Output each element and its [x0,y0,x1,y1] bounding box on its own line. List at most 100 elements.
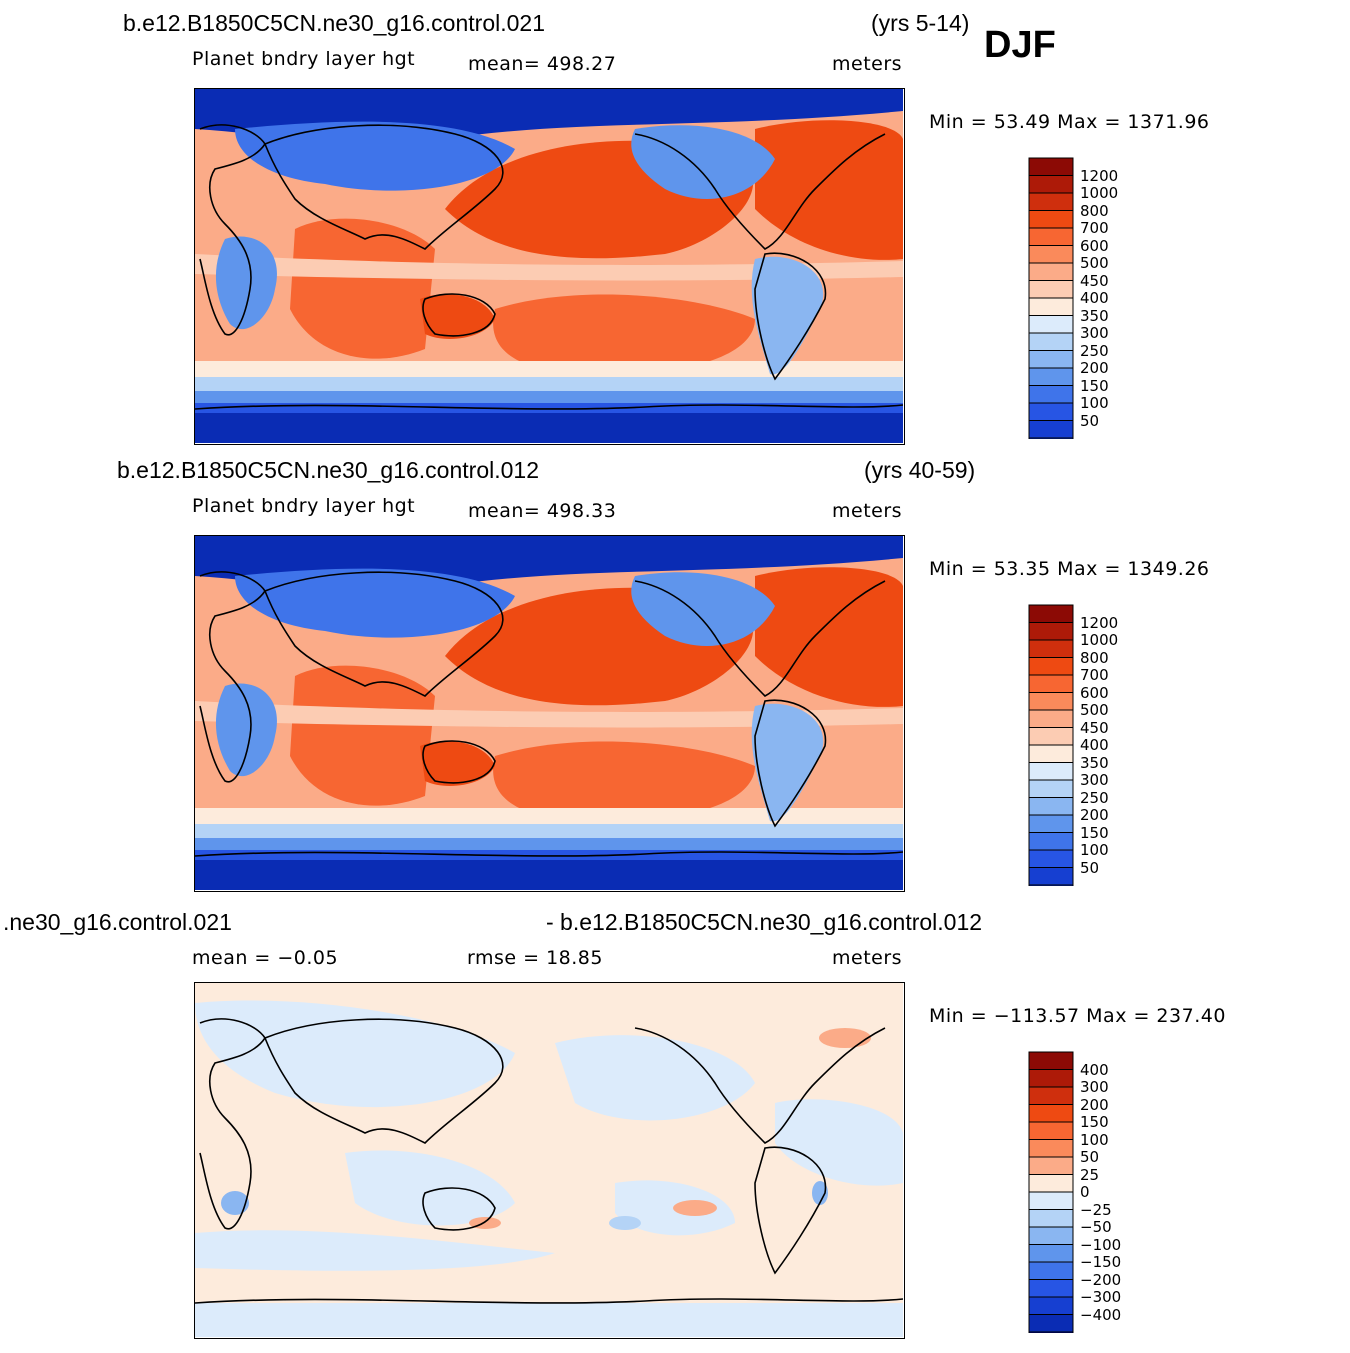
field-sh-pac-high [493,294,755,375]
field-neg-patch-1 [195,1000,515,1108]
field-indian-high [290,665,435,806]
colorbar-box [1028,157,1074,176]
coast-south-america [754,252,827,381]
colorbar-tick-label: 300 [1080,324,1109,342]
panel2-minmax: Min = 53.35 Max = 1349.26 [929,558,1210,580]
coast-europe-africa [199,571,266,783]
coastlines [195,571,903,857]
colorbar-box [1028,1104,1074,1123]
field-africa [215,236,277,330]
field-so-band3 [195,391,903,403]
panel1-variable: Planet bndry layer hgt [192,48,416,70]
colorbar-tick-label: 100 [1080,394,1109,412]
colorbar-tick-label: 800 [1080,201,1109,220]
season-label: DJF [984,24,1056,66]
colorbar-tick-label: −300 [1080,1288,1122,1306]
panel3-minmax: Min = −113.57 Max = 237.40 [929,1005,1226,1027]
coast-north-america [634,580,886,697]
colorbar-tick-label: 400 [1080,289,1109,307]
field-sh-pac-high [493,741,755,822]
colorbar-box [1028,350,1074,369]
colorbar-box [1028,832,1074,851]
panel3-colorbar [1028,1051,1074,1350]
colorbar-tick-label: 250 [1080,341,1109,360]
colorbar-box [1028,367,1074,386]
colorbar-tick-label: −25 [1080,1200,1112,1219]
colorbar-box [1028,744,1074,763]
colorbar-box [1028,332,1074,351]
field-so-band1 [195,361,903,377]
field-atl-high [755,567,903,707]
field-australia [420,741,495,786]
colorbar-box [1028,762,1074,781]
panel2-mean: mean= 498.33 [468,500,617,522]
panel2-map [194,535,905,892]
field-so-band4 [195,403,903,413]
colorbar-box [1028,779,1074,798]
colorbar-box [1028,1086,1074,1105]
coast-australia [422,293,496,337]
colorbar-box [1028,1331,1074,1350]
panel1-map [194,88,905,445]
colorbar-tick-label: 600 [1080,683,1109,702]
colorbar-box [1028,262,1074,281]
field-neg-patch-3 [345,1150,515,1226]
coast-asia [264,124,504,250]
colorbar-box [1028,297,1074,316]
panel1-colorbar-svg [1028,157,1074,456]
colorbar-tick-label: 1000 [1080,631,1119,649]
colorbar-tick-label: −400 [1080,1305,1122,1324]
coast-antarctica [195,404,903,410]
panel2-colorbar-svg [1028,604,1074,903]
colorbar-box [1028,245,1074,264]
panel2-colorbar [1028,604,1074,903]
field-pos-spot-1 [819,1028,871,1048]
panel2-years: (yrs 40-59) [864,457,976,483]
colorbar-box [1028,1121,1074,1140]
field-neg-patch-2 [555,1035,755,1121]
colorbar-tick-label: 100 [1080,841,1109,859]
colorbar-tick-label: 450 [1080,271,1109,290]
field-antarctica [195,1303,903,1337]
colorbar-tick-label: 150 [1080,376,1109,395]
colorbar-tick-label: 300 [1080,1078,1109,1096]
colorbar-box [1028,1191,1074,1210]
colorbar-box [1028,1069,1074,1088]
colorbar-tick-label: 0 [1080,1183,1090,1201]
field-antarctica [195,413,903,443]
panel3-units: meters [832,947,903,969]
coastlines [195,124,903,410]
panel1-years: (yrs 5-14) [871,10,970,36]
colorbar-tick-label: 350 [1080,753,1109,772]
field-pos-spot-2 [673,1200,717,1216]
colorbar-box [1028,657,1074,676]
panel1-map-field [195,89,903,443]
colorbar-tick-label: 150 [1080,823,1109,842]
colorbar-tick-label: 100 [1080,1130,1109,1149]
colorbar-box [1028,210,1074,229]
colorbar-tick-label: 700 [1080,219,1109,237]
coast-asia [264,571,504,697]
field-neg-spot-2 [609,1216,641,1230]
colorbar-box [1028,1314,1074,1333]
colorbar-box [1028,849,1074,868]
panel3-mean: mean = −0.05 [192,947,339,969]
coast-south-america [754,699,827,828]
coast-north-america [634,133,886,250]
panel1-mean: mean= 498.27 [468,53,617,75]
field-equator-band [195,701,903,728]
field-samerica [751,256,824,375]
colorbar-box [1028,1226,1074,1245]
panel2-variable: Planet bndry layer hgt [192,495,416,517]
colorbar-tick-label: 1000 [1080,184,1119,202]
panel3-colorbar-svg [1028,1051,1074,1350]
colorbar-tick-label: 400 [1080,736,1109,754]
panel3-case-right: - b.e12.B1850C5CN.ne30_g16.control.012 [546,909,983,935]
colorbar-tick-label: 700 [1080,666,1109,684]
field-eurasia-cold [235,121,515,191]
field-neg-patch-5 [195,1230,555,1271]
colorbar-box [1028,1209,1074,1228]
colorbar-tick-label: 50 [1080,858,1100,877]
colorbar-tick-label: 300 [1080,771,1109,789]
field-so-band1 [195,808,903,824]
